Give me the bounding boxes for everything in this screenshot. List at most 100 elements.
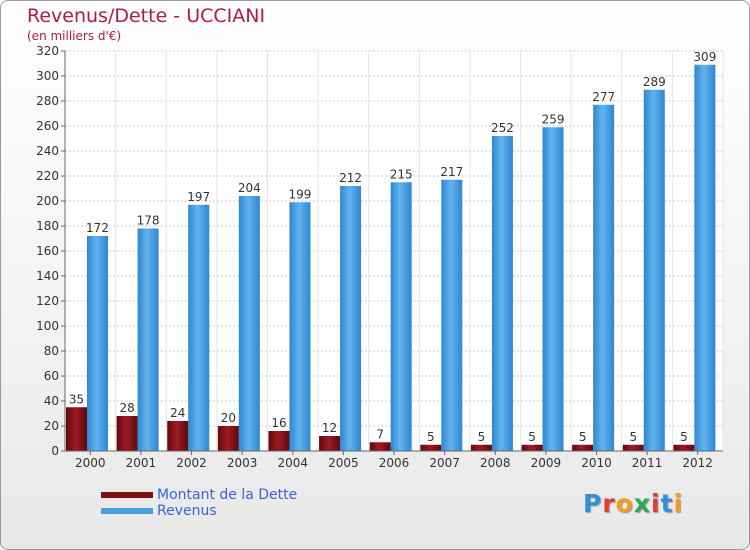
legend-swatch-revenus bbox=[101, 508, 153, 514]
y-tick-label: 320 bbox=[36, 44, 59, 58]
bar-dette bbox=[572, 444, 594, 451]
labels-layer: 35 172 28 178 24 197 20 204 16 199 12 212 7 215 5 217 5 2… bbox=[69, 50, 716, 444]
y-tick-label: 160 bbox=[36, 244, 59, 258]
data-label-revenus: 204 bbox=[238, 181, 261, 195]
bar-revenus bbox=[137, 228, 159, 451]
x-tick-label: 2012 bbox=[682, 456, 713, 470]
y-tick-label: 260 bbox=[36, 119, 59, 133]
bar-dette bbox=[673, 444, 695, 451]
y-tick-label: 140 bbox=[36, 269, 59, 283]
logo-letter: r bbox=[602, 489, 616, 518]
chart-subtitle: (en milliers d'€) bbox=[27, 29, 122, 43]
bar-revenus bbox=[238, 196, 260, 451]
bar-dette bbox=[622, 444, 644, 451]
bar-revenus bbox=[643, 89, 665, 451]
bar-revenus bbox=[340, 186, 362, 451]
bar-dette bbox=[66, 407, 87, 451]
logo-letter: i bbox=[673, 489, 684, 518]
data-label-revenus: 277 bbox=[592, 90, 615, 104]
bar-dette bbox=[470, 444, 492, 451]
x-tick-label: 2010 bbox=[581, 456, 612, 470]
data-label-dette: 7 bbox=[376, 427, 384, 441]
y-tick-label: 200 bbox=[36, 194, 59, 208]
y-tick-label: 240 bbox=[36, 144, 59, 158]
data-label-revenus: 178 bbox=[137, 214, 160, 228]
data-label-dette: 5 bbox=[478, 430, 486, 444]
data-label-revenus: 289 bbox=[643, 75, 666, 89]
y-tick-label: 60 bbox=[44, 369, 59, 383]
logo-letter: i bbox=[651, 489, 661, 518]
x-tick-label: 2002 bbox=[176, 456, 207, 470]
data-label-dette: 5 bbox=[528, 430, 536, 444]
x-tick-label: 2003 bbox=[227, 456, 258, 470]
legend-item-dette: Montant de la Dette bbox=[101, 487, 297, 503]
bar-revenus bbox=[289, 202, 311, 451]
data-label-revenus: 252 bbox=[491, 121, 514, 135]
data-label-dette: 5 bbox=[680, 430, 688, 444]
proxiti-logo: Proxiti bbox=[583, 489, 683, 518]
data-label-revenus: 197 bbox=[187, 190, 210, 204]
logo-letter: P bbox=[583, 489, 603, 518]
bar-dette bbox=[420, 444, 442, 451]
data-label-dette: 24 bbox=[170, 406, 185, 420]
bar-dette bbox=[521, 444, 543, 451]
data-label-revenus: 217 bbox=[440, 165, 463, 179]
legend-swatch-dette bbox=[101, 492, 153, 498]
data-label-dette: 12 bbox=[322, 421, 337, 435]
x-tick-label: 2000 bbox=[75, 456, 106, 470]
bar-dette bbox=[369, 442, 391, 451]
data-label-dette: 35 bbox=[69, 392, 84, 406]
bar-revenus bbox=[694, 64, 716, 451]
bar-dette bbox=[268, 431, 290, 451]
x-tick-label: 2001 bbox=[126, 456, 157, 470]
data-label-dette: 20 bbox=[221, 411, 236, 425]
data-label-revenus: 259 bbox=[542, 112, 565, 126]
x-tick-label: 2004 bbox=[277, 456, 308, 470]
bar-revenus bbox=[390, 182, 412, 451]
bars-layer bbox=[66, 64, 716, 451]
legend: Montant de la Dette Revenus bbox=[101, 487, 297, 519]
bar-revenus bbox=[491, 136, 513, 451]
bar-revenus bbox=[542, 127, 564, 451]
y-tick-label: 20 bbox=[44, 419, 59, 433]
data-label-revenus: 309 bbox=[693, 50, 716, 64]
y-tick-label: 280 bbox=[36, 94, 59, 108]
logo-letter: o bbox=[615, 489, 634, 518]
y-tick-label: 220 bbox=[36, 169, 59, 183]
y-tick-label: 0 bbox=[51, 444, 59, 458]
bar-dette bbox=[217, 426, 239, 451]
bar-revenus bbox=[87, 236, 108, 451]
x-tick-label: 2005 bbox=[328, 456, 359, 470]
y-tick-label: 120 bbox=[36, 294, 59, 308]
y-tick-label: 80 bbox=[44, 344, 59, 358]
bar-revenus bbox=[441, 179, 463, 451]
axis-layer: 0204060801001201401601802002202402602803… bbox=[36, 44, 723, 470]
bar-revenus bbox=[188, 204, 210, 451]
bar-dette bbox=[116, 416, 138, 451]
y-tick-label: 180 bbox=[36, 219, 59, 233]
data-label-dette: 16 bbox=[271, 416, 286, 430]
chart-title: Revenus/Dette - UCCIANI bbox=[27, 5, 266, 27]
data-label-dette: 5 bbox=[427, 430, 435, 444]
legend-label-dette: Montant de la Dette bbox=[157, 487, 298, 503]
data-label-revenus: 172 bbox=[86, 221, 109, 235]
bar-dette bbox=[319, 436, 341, 451]
data-label-dette: 5 bbox=[629, 430, 637, 444]
bar-dette bbox=[167, 421, 189, 451]
data-label-dette: 28 bbox=[119, 401, 134, 415]
x-tick-label: 2007 bbox=[429, 456, 460, 470]
x-tick-label: 2011 bbox=[632, 456, 663, 470]
x-tick-label: 2006 bbox=[379, 456, 410, 470]
data-label-revenus: 199 bbox=[289, 187, 312, 201]
data-label-revenus: 212 bbox=[339, 171, 362, 185]
x-tick-label: 2008 bbox=[480, 456, 511, 470]
data-label-revenus: 215 bbox=[390, 167, 413, 181]
legend-label-revenus: Revenus bbox=[157, 503, 217, 519]
logo-letter: t bbox=[660, 489, 674, 518]
bar-revenus bbox=[593, 104, 615, 451]
logo-letter: x bbox=[633, 489, 651, 518]
x-tick-label: 2009 bbox=[531, 456, 562, 470]
legend-item-revenus: Revenus bbox=[101, 503, 297, 519]
